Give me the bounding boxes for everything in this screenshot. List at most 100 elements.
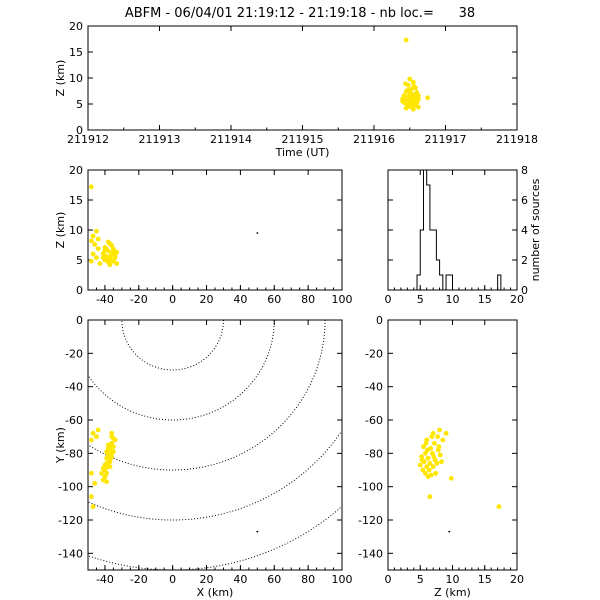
z-y-point xyxy=(423,440,429,446)
x-z-frame xyxy=(87,169,343,291)
z-y-ytick-label: 0 xyxy=(376,314,383,327)
x-y-point xyxy=(109,454,115,460)
z-y-xtick-label: 20 xyxy=(510,573,524,586)
z-y-point xyxy=(433,470,439,476)
z-y-xtick-label: 0 xyxy=(385,573,392,586)
z-histogram-bar xyxy=(430,230,433,290)
z-y-point xyxy=(448,475,454,481)
x-z-point xyxy=(95,236,101,242)
z-y-point xyxy=(437,427,442,433)
x-z-ytick-label: 20 xyxy=(69,164,83,177)
time-height-point xyxy=(410,106,416,112)
x-y-point xyxy=(109,430,115,436)
z-histogram-frame xyxy=(387,169,518,291)
x-y-point xyxy=(90,430,96,436)
x-z-point xyxy=(88,184,94,190)
x-z-point xyxy=(114,261,120,266)
x-z-point xyxy=(88,238,94,244)
x-z-plot-area xyxy=(88,184,259,268)
x-z-point xyxy=(90,251,96,257)
x-z-point xyxy=(90,233,96,239)
x-z-point xyxy=(95,246,101,252)
z-y-ytick-label: -100 xyxy=(358,481,383,494)
time-height-point xyxy=(413,97,418,103)
x-z-xtick-label: -20 xyxy=(130,293,148,306)
time-height-xtick-label: 211914 xyxy=(210,133,252,146)
x-y-point xyxy=(104,479,110,485)
x-y-point xyxy=(88,437,94,443)
time-height-ylabel: Z (km) xyxy=(54,60,67,97)
z-y-point xyxy=(436,444,442,450)
x-y-point xyxy=(90,504,96,510)
time-height-point xyxy=(403,37,409,43)
time-height-ytick-label: 5 xyxy=(76,98,83,111)
z-y-point xyxy=(496,504,502,510)
z-histogram-xtick-label: 0 xyxy=(385,293,392,306)
z-y-frame xyxy=(387,319,518,571)
x-y-point xyxy=(105,442,111,448)
x-z-ytick-label: 5 xyxy=(76,254,83,267)
z-histogram-ytick-label: 6 xyxy=(521,194,528,207)
x-z-ytick-label: 0 xyxy=(76,284,83,297)
x-y-xtick-label: 0 xyxy=(169,573,176,586)
time-height-ytick-label: 15 xyxy=(69,46,83,59)
time-height-point xyxy=(400,99,405,104)
x-z-point xyxy=(107,262,113,268)
x-y-ylabel: Y (km) xyxy=(54,427,67,464)
figure-title: ABFM - 06/04/01 21:19:12 - 21:19:18 - nb… xyxy=(125,6,475,21)
time-height-xtick-label: 211918 xyxy=(496,133,538,146)
x-z-xtick-label: 40 xyxy=(233,293,247,306)
z-y-point xyxy=(417,462,423,468)
x-y-xtick-label: -20 xyxy=(130,573,148,586)
x-z-point xyxy=(109,258,115,263)
x-z-xtick-label: 80 xyxy=(301,293,315,306)
x-y-xlabel: X (km) xyxy=(197,586,234,599)
x-y-point xyxy=(94,434,99,440)
z-y-point xyxy=(427,460,433,466)
time-height-xlabel: Time (UT) xyxy=(275,146,330,159)
chart-time-height: 211912 211913 211914 211915 211916 211917 2119… xyxy=(54,20,538,159)
x-y-xtick-label: 100 xyxy=(332,573,353,586)
time-height-point xyxy=(408,102,413,107)
z-histogram-ylabel: number of sources xyxy=(529,178,542,281)
z-histogram-ytick-label: 8 xyxy=(521,164,528,177)
x-y-xtick-label: 80 xyxy=(301,573,315,586)
x-y-point xyxy=(111,449,116,455)
z-histogram-xtick-label: 20 xyxy=(510,293,524,306)
z-y-point xyxy=(434,460,440,466)
z-histogram-xtick-label: 10 xyxy=(446,293,460,306)
z-y-point xyxy=(439,459,444,465)
x-z-point xyxy=(112,251,118,256)
x-z-station-marker xyxy=(256,232,259,234)
chart-x-z: -40 -20 0 20 40 60 80 100 0 5 10 15 20 Z (km) xyxy=(54,164,353,306)
z-y-ytick-label: -80 xyxy=(365,447,383,460)
z-histogram-histogram-line xyxy=(388,170,517,290)
z-y-point xyxy=(432,440,437,446)
x-y-ytick-label: -40 xyxy=(65,381,83,394)
time-height-ytick-label: 10 xyxy=(69,72,83,85)
x-y-ytick-label: -20 xyxy=(65,347,83,360)
x-y-ytick-label: -100 xyxy=(58,481,83,494)
time-height-xtick-label: 211912 xyxy=(67,133,109,146)
x-y-xtick-label: 20 xyxy=(200,573,214,586)
chart-z-y: 0 5 10 15 20 0 -20 -40 -60 -80 -100 -120 -140 Z (km) xyxy=(358,314,524,599)
x-z-point xyxy=(88,258,94,264)
x-y-point xyxy=(111,435,116,441)
time-height-ytick-label: 20 xyxy=(69,20,83,33)
x-z-point xyxy=(94,228,99,234)
time-height-point xyxy=(403,105,409,111)
z-y-station-marker xyxy=(448,530,451,533)
time-height-point xyxy=(415,93,421,99)
z-y-point xyxy=(431,454,437,460)
x-y-point xyxy=(92,480,98,486)
z-y-point xyxy=(443,430,449,436)
x-z-point xyxy=(107,241,113,247)
z-y-point xyxy=(440,437,446,443)
x-z-ylabel: Z (km) xyxy=(54,212,67,249)
time-height-point xyxy=(408,91,414,97)
x-y-point xyxy=(104,449,110,455)
z-y-xtick-label: 10 xyxy=(446,573,460,586)
time-height-xtick-label: 211917 xyxy=(425,133,467,146)
